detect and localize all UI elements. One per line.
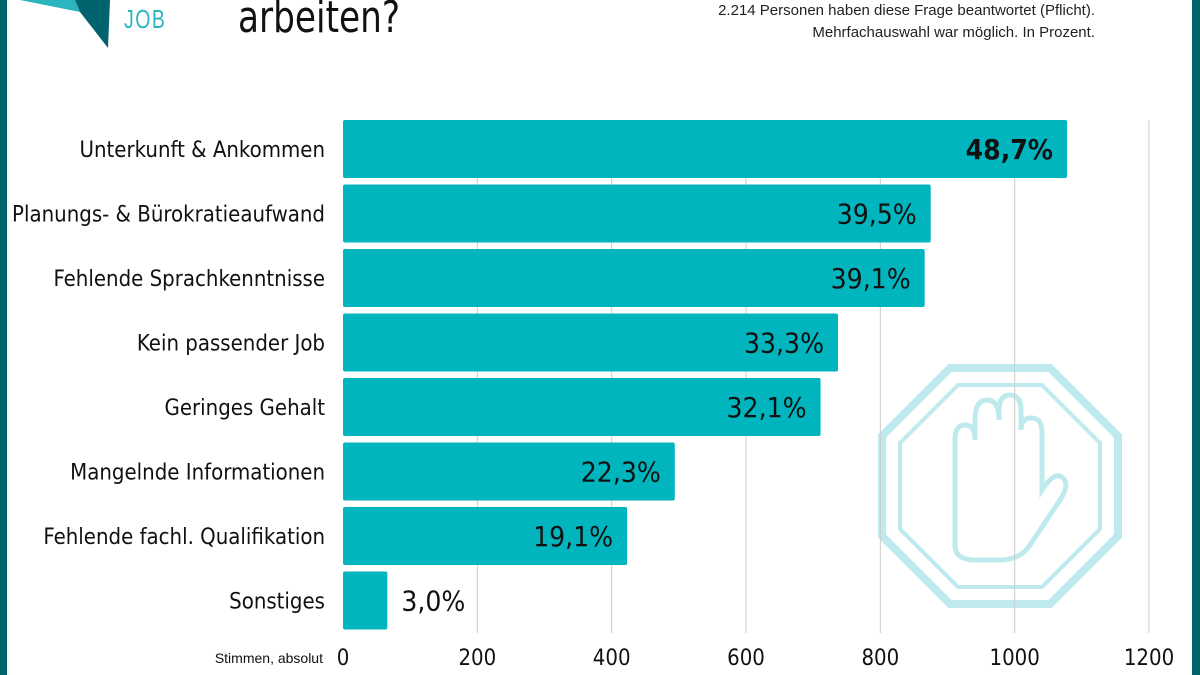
note-line-2: Mehrfachauswahl war möglich. In Prozent.: [812, 24, 1095, 41]
logo-mark: [20, 0, 110, 48]
right-border: [1192, 0, 1200, 675]
category-label: Mangelnde Informationen: [70, 461, 325, 486]
x-tick-label: 0: [337, 646, 350, 671]
page-title: arbeiten?: [238, 0, 401, 43]
x-tick-label: 600: [727, 646, 765, 671]
data-label: 48,7%: [966, 133, 1053, 166]
category-label: Fehlende Sprachkenntnisse: [53, 267, 325, 292]
x-tick-label: 400: [593, 646, 631, 671]
logo-text: JOB: [124, 4, 167, 34]
category-label: Unterkunft & Ankommen: [80, 138, 325, 163]
bar: [343, 378, 821, 436]
category-label: Sonstiges: [229, 590, 325, 615]
x-tick-label: 1000: [989, 646, 1039, 671]
category-label: Fehlende fachl. Qualifikation: [43, 525, 325, 550]
data-label: 33,3%: [744, 327, 824, 360]
data-label: 39,1%: [831, 262, 911, 295]
bar: [343, 184, 931, 243]
x-tick-label: 800: [861, 646, 899, 671]
category-label: Geringes Gehalt: [165, 396, 326, 421]
note-line-1: 2.214 Personen haben diese Frage beantwo…: [718, 2, 1095, 19]
data-label: 32,1%: [727, 391, 807, 424]
bar: [343, 249, 925, 307]
data-label: 3,0%: [401, 585, 465, 618]
data-label: 19,1%: [533, 520, 613, 553]
bar: [343, 313, 839, 372]
bar: [343, 571, 388, 630]
bar: [343, 442, 675, 501]
stop-hand-icon: [878, 364, 1122, 608]
left-border: [0, 0, 7, 675]
x-axis-label: Stimmen, absolut: [215, 650, 323, 666]
bar: [343, 507, 628, 565]
x-tick-label: 200: [458, 646, 496, 671]
bar: [343, 120, 1068, 178]
data-label: 22,3%: [581, 456, 661, 489]
category-label: Planungs- & Bürokratieaufwand: [12, 203, 325, 228]
x-tick-label: 1200: [1124, 646, 1174, 671]
data-label: 39,5%: [837, 198, 917, 231]
category-label: Kein passender Job: [137, 332, 325, 357]
